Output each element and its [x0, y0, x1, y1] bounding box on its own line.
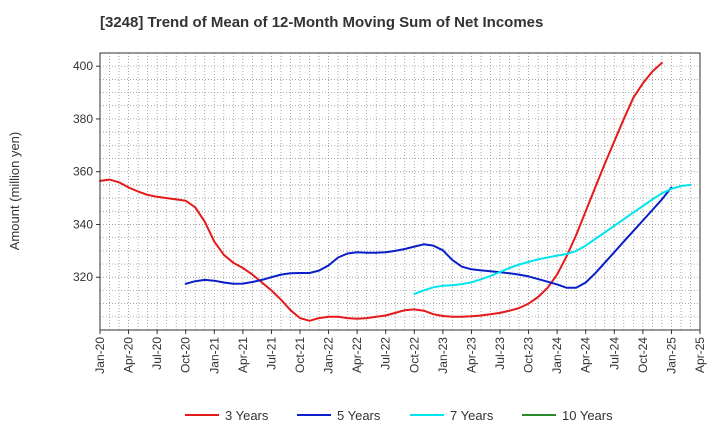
y-tick-label: 340 [73, 217, 93, 231]
x-tick-label: Jul-20 [150, 337, 164, 370]
y-tick-label: 360 [73, 165, 93, 179]
x-tick-label: Oct-20 [179, 337, 193, 373]
x-tick-label: Apr-22 [350, 337, 364, 373]
x-tick-label: Apr-20 [122, 337, 136, 373]
legend-label: 5 Years [337, 408, 381, 423]
legend: 3 Years 5 Years 7 Years 10 Years [185, 408, 613, 423]
x-tick-label: Oct-24 [636, 337, 650, 373]
y-tick-label: 320 [73, 270, 93, 284]
plot-area [100, 53, 700, 330]
chart-title: [3248] Trend of Mean of 12-Month Moving … [100, 14, 544, 31]
series-line-7-years [413, 183, 692, 295]
x-tick-label: Jan-21 [207, 337, 221, 374]
x-tick-label: Apr-23 [464, 337, 478, 373]
series-lines [99, 61, 692, 322]
x-tick-label: Jan-20 [93, 337, 107, 374]
series-line-5-years [184, 186, 673, 289]
x-tick-label: Jul-21 [264, 337, 278, 370]
x-tick-label: Jul-23 [493, 337, 507, 370]
x-tick-label: Jul-24 [607, 337, 621, 370]
x-tick-label: Jan-24 [550, 337, 564, 374]
plot-frame [99, 52, 701, 331]
x-tick-label: Apr-25 [693, 337, 707, 373]
x-tick-label: Oct-23 [522, 337, 536, 373]
y-axis-title: Amount (million yen) [7, 132, 22, 251]
x-tick-label: Oct-22 [407, 337, 421, 373]
y-axis: 320 340 360 380 400 [73, 59, 100, 284]
x-tick-label: Jan-23 [436, 337, 450, 374]
y-tick-label: 400 [73, 59, 93, 73]
x-axis: Jan-20 Apr-20 Jul-20 Oct-20 Jan-21 Apr-21 Jul-… [93, 330, 707, 374]
x-tick-label: Jan-22 [322, 337, 336, 374]
x-tick-label: Oct-21 [293, 337, 307, 373]
legend-label: 3 Years [225, 408, 269, 423]
x-tick-label: Jul-22 [379, 337, 393, 370]
legend-label: 7 Years [450, 408, 494, 423]
x-tick-label: Jan-25 [664, 337, 678, 374]
x-tick-label: Apr-24 [579, 337, 593, 373]
x-tick-label: Apr-21 [236, 337, 250, 373]
y-tick-label: 380 [73, 112, 93, 126]
legend-label: 10 Years [562, 408, 613, 423]
